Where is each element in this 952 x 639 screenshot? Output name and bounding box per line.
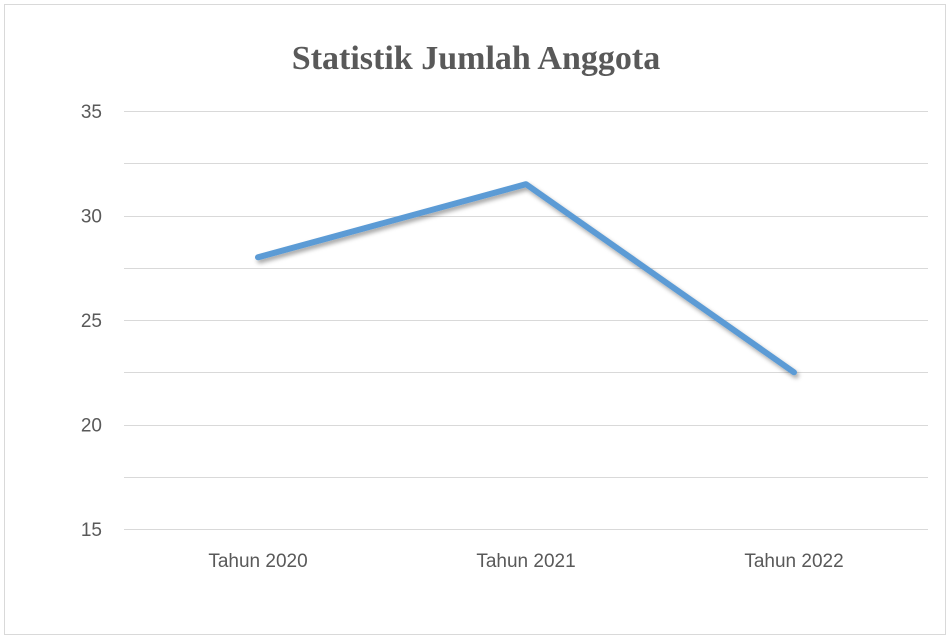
gridlines (124, 111, 928, 530)
y-tick-label: 35 (81, 102, 102, 123)
y-tick-label: 15 (81, 520, 102, 541)
x-tick-label: Tahun 2022 (744, 551, 843, 572)
series-layer (255, 181, 797, 376)
y-tick-label: 25 (81, 311, 102, 332)
x-tick-label: Tahun 2021 (476, 551, 575, 572)
chart-title: Statistik Jumlah Anggota (291, 40, 661, 77)
x-tick-label: Tahun 2020 (208, 551, 307, 572)
x-axis-ticks: Tahun 2020 Tahun 2021 Tahun 2022 (208, 551, 843, 572)
y-tick-label: 20 (81, 416, 102, 437)
series-line (255, 181, 797, 376)
y-tick-label: 30 (81, 207, 102, 228)
y-axis-ticks: 15 20 25 30 35 (81, 102, 102, 541)
